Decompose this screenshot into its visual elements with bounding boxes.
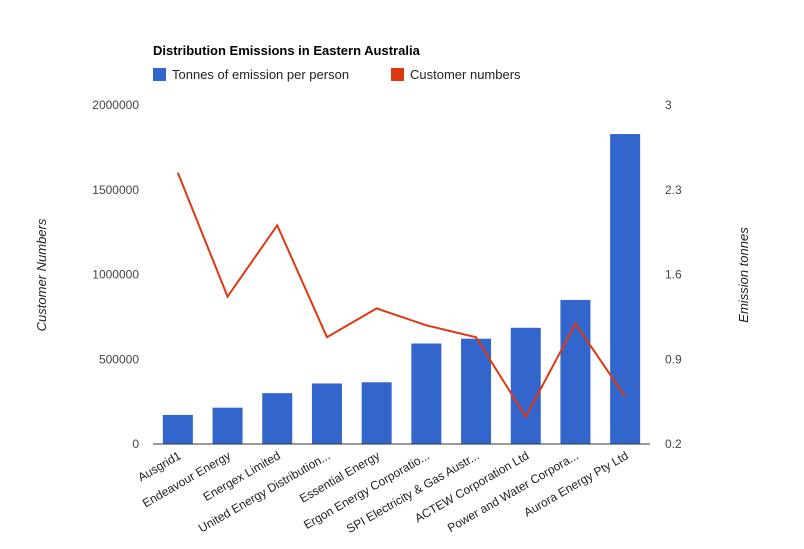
right-tick-label: 2.3 bbox=[665, 183, 682, 197]
bar bbox=[162, 414, 193, 444]
bar bbox=[610, 134, 641, 445]
bar bbox=[510, 327, 541, 444]
right-tick-label: 0.9 bbox=[665, 352, 682, 366]
left-axis-title: Customer Numbers bbox=[34, 218, 49, 331]
left-tick-label: 2000000 bbox=[92, 98, 139, 112]
bar bbox=[461, 338, 492, 444]
left-tick-label: 1500000 bbox=[92, 183, 139, 197]
right-tick-label: 0.2 bbox=[665, 437, 682, 451]
bar bbox=[560, 299, 591, 444]
category-label: Endeavour Energy bbox=[140, 448, 233, 510]
bar bbox=[411, 343, 442, 444]
legend-label-line: Customer numbers bbox=[410, 67, 521, 82]
legend-swatch-line bbox=[391, 68, 404, 81]
bar bbox=[361, 382, 392, 444]
chart-title: Distribution Emissions in Eastern Austra… bbox=[153, 43, 421, 58]
legend-swatch-bar bbox=[153, 68, 166, 81]
legend: Tonnes of emission per person Customer n… bbox=[153, 67, 521, 82]
right-tick-label: 3 bbox=[665, 98, 672, 112]
bar bbox=[212, 407, 243, 444]
left-tick-label: 1000000 bbox=[92, 268, 139, 282]
legend-label-bar: Tonnes of emission per person bbox=[172, 67, 349, 82]
left-axis-ticks: 0 500000 1000000 1500000 2000000 bbox=[92, 98, 139, 451]
right-tick-label: 1.6 bbox=[665, 268, 682, 282]
bar bbox=[311, 383, 342, 444]
right-axis-ticks: 0.2 0.9 1.6 2.3 3 bbox=[665, 98, 682, 451]
right-axis-title: Emission tonnes bbox=[736, 227, 751, 323]
bar bbox=[262, 393, 293, 444]
customer-numbers-line bbox=[176, 172, 626, 419]
left-tick-label: 500000 bbox=[99, 352, 139, 366]
bar-series bbox=[162, 134, 641, 445]
left-tick-label: 0 bbox=[132, 437, 139, 451]
